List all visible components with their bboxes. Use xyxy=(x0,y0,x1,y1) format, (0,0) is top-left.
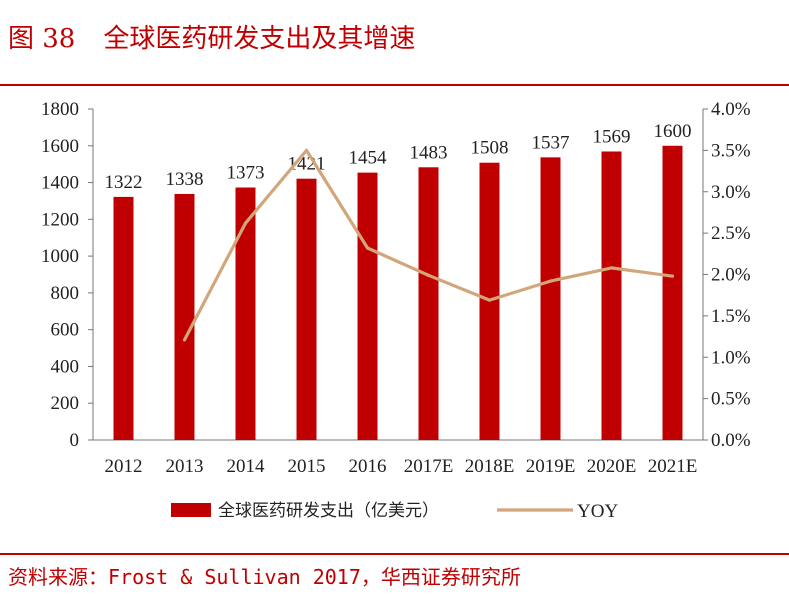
bar-value-label: 1373 xyxy=(227,163,265,184)
yoy-point xyxy=(670,274,675,278)
figure-number: 图 38 xyxy=(8,24,76,54)
bar-value-label: 1322 xyxy=(105,172,143,193)
left-tick-label: 800 xyxy=(51,283,80,304)
right-tick-label: 2.5% xyxy=(711,223,751,244)
figure-title-text: 全球医药研发支出及其增速 xyxy=(103,24,416,54)
x-tick-label: 2012 xyxy=(105,456,143,477)
x-tick-label: 2021E xyxy=(648,456,698,477)
x-tick-label: 2013 xyxy=(166,456,204,477)
left-tick-label: 1400 xyxy=(41,173,79,194)
bar xyxy=(235,187,256,440)
x-tick-label: 2020E xyxy=(587,456,637,477)
x-tick-label: 2016 xyxy=(349,456,387,477)
right-tick-label: 0.0% xyxy=(711,430,751,451)
bar-value-label: 1421 xyxy=(288,154,326,175)
bar-value-label: 1454 xyxy=(349,148,388,169)
right-tick-label: 2.0% xyxy=(711,265,751,286)
right-tick-label: 1.0% xyxy=(711,347,751,368)
bar-series xyxy=(113,145,683,440)
x-tick-label: 2018E xyxy=(465,456,515,477)
x-tick-label: 2014 xyxy=(227,456,266,477)
x-tick-label: 2017E xyxy=(404,456,454,477)
bar-data-labels: 1322 1338 1373 1421 1454 1483 1508 1537 1569 1600 xyxy=(105,121,692,193)
right-tick-label: 1.5% xyxy=(711,306,751,327)
legend-bar-label: 全球医药研发支出（亿美元） xyxy=(218,501,439,520)
legend: 全球医药研发支出（亿美元） YOY xyxy=(171,501,618,522)
source-note: 资料来源：Frost & Sullivan 2017，华西证券研究所 xyxy=(8,565,521,589)
bar-value-label: 1483 xyxy=(410,142,448,163)
legend-line-label: YOY xyxy=(577,501,618,522)
bar xyxy=(601,151,622,440)
yoy-point xyxy=(365,246,370,250)
bar xyxy=(357,172,378,440)
bar xyxy=(296,178,317,440)
legend-bar-swatch xyxy=(171,503,211,517)
yoy-line-series xyxy=(182,148,675,342)
bar-value-label: 1537 xyxy=(532,132,570,153)
bar-value-label: 1338 xyxy=(166,169,204,190)
bar xyxy=(662,145,683,440)
bar xyxy=(418,167,439,440)
left-tick-label: 1200 xyxy=(41,209,79,230)
left-tick-label: 0 xyxy=(70,430,80,451)
bar xyxy=(174,193,195,440)
left-tick-label: 400 xyxy=(51,356,80,377)
right-tick-label: 3.0% xyxy=(711,182,751,203)
left-tick-label: 200 xyxy=(51,393,80,414)
yoy-point xyxy=(609,266,614,270)
chart-axes: 0 200 400 600 800 1000 1200 1400 1600 1800 0.0% 0.5… xyxy=(41,99,751,451)
x-tick-label: 2019E xyxy=(526,456,576,477)
yoy-point xyxy=(243,221,248,225)
figure-title: 图 38 全球医药研发支出及其增速 xyxy=(8,18,415,55)
left-tick-label: 1800 xyxy=(41,99,79,120)
bar-value-label: 1508 xyxy=(471,138,509,159)
x-tick-labels: 2012 2013 2014 2015 2016 2017E 2018E 2019E 2020E… xyxy=(105,456,698,477)
bar xyxy=(113,196,134,440)
bar-value-label: 1600 xyxy=(654,121,692,142)
yoy-point xyxy=(548,279,553,283)
bar xyxy=(540,157,561,440)
top-rule xyxy=(0,84,789,86)
yoy-point xyxy=(426,273,431,277)
yoy-point xyxy=(304,148,309,152)
left-tick-label: 600 xyxy=(51,320,80,341)
right-tick-label: 0.5% xyxy=(711,389,751,410)
left-tick-label: 1600 xyxy=(41,136,79,157)
bottom-rule xyxy=(0,553,789,555)
x-tick-label: 2015 xyxy=(288,456,326,477)
left-tick-label: 1000 xyxy=(41,246,79,267)
right-tick-label: 3.5% xyxy=(711,140,751,161)
yoy-point xyxy=(487,298,492,302)
yoy-point xyxy=(182,338,187,342)
right-tick-label: 4.0% xyxy=(711,99,751,120)
bar-value-label: 1569 xyxy=(593,126,631,147)
